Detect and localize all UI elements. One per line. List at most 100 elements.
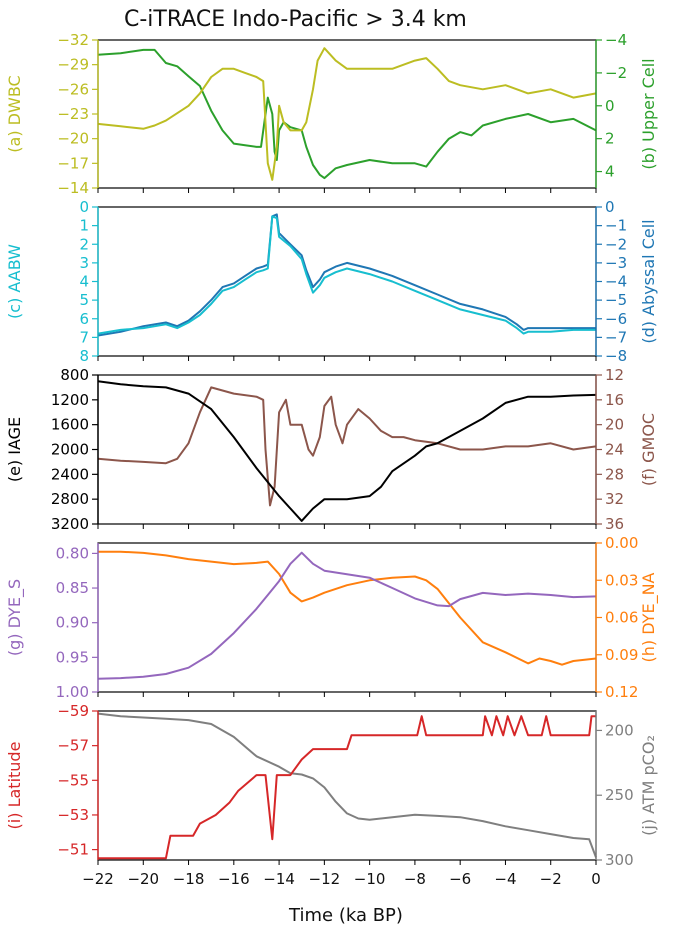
panel-frame: [97, 374, 597, 525]
left-tick-label: −20: [57, 130, 89, 148]
panel-frame: [97, 710, 597, 861]
right-series-line: [97, 213, 596, 337]
right-tick-label: −2: [605, 235, 627, 253]
right-tick-label: 0.00: [605, 534, 638, 552]
right-tick-label: 20: [605, 416, 624, 434]
right-series-line: [97, 48, 597, 180]
x-tick-label: −20: [127, 870, 159, 888]
x-tick-label: −8: [404, 870, 426, 888]
left-tick-label: −53: [57, 806, 89, 824]
x-tick-label: −16: [218, 870, 250, 888]
x-tick-label: −10: [354, 870, 386, 888]
left-series-line: [97, 215, 596, 335]
left-tick-label: 8: [79, 347, 89, 365]
left-tick-label: 2800: [51, 490, 89, 508]
right-tick-label: 32: [605, 490, 624, 508]
left-tick-label: 3: [79, 254, 89, 272]
panel-frame: [97, 206, 597, 357]
panel-5: −59 −57 −55 −53 −51 (i) Latitude 200 250 300 (j) …: [5, 702, 658, 888]
right-axis-label: (h) DYE_NA: [639, 572, 659, 662]
left-series-line: [98, 715, 596, 860]
x-tick-label: −22: [82, 870, 114, 888]
right-tick-label: −7: [605, 328, 627, 346]
left-tick-label: 1600: [51, 416, 89, 434]
right-tick-label: −2: [605, 64, 627, 82]
x-tick-label: −12: [309, 870, 341, 888]
left-tick-label: −23: [57, 105, 89, 123]
left-tick-label: 2000: [51, 441, 89, 459]
left-tick-label: 0: [79, 198, 89, 216]
right-tick-label: 0: [605, 97, 615, 115]
left-tick-label: 5: [79, 291, 89, 309]
right-axis-label: (d) Abyssal Cell: [639, 219, 658, 343]
panel-4: 0.80 0.85 0.90 0.95 1.00 (g) DYE_S 0.00 0.03 0.0…: [5, 534, 659, 701]
left-tick-label: −14: [57, 179, 89, 197]
left-axis-label: (e) IAGE: [5, 417, 24, 482]
left-tick-label: 4: [79, 273, 89, 291]
left-axis-label: (c) AABW: [5, 244, 24, 319]
x-axis-label: Time (ka BP): [288, 905, 403, 926]
panels: −32−29−26−23−20−17−14(a) DWBC−4−2024(b) …: [5, 31, 659, 888]
left-tick-label: 1200: [51, 391, 89, 409]
left-tick-label: 2: [79, 235, 89, 253]
right-tick-label: 28: [605, 465, 624, 483]
left-axis-label: (i) Latitude: [5, 742, 24, 830]
left-tick-label: −59: [57, 702, 89, 720]
left-tick-label: 6: [79, 310, 89, 328]
right-tick-label: −4: [605, 273, 627, 291]
x-tick-label: −14: [263, 870, 295, 888]
right-tick-label: −4: [605, 31, 627, 49]
right-tick-label: 36: [605, 515, 624, 533]
x-tick-label: 0: [591, 870, 601, 888]
x-tick-label: −18: [173, 870, 205, 888]
right-tick-label: −8: [605, 347, 627, 365]
left-tick-label: 1.00: [56, 683, 89, 701]
panel-3: 800 1200 1600 2000 2400 2800 3200 (e) IAGE 12 16 2…: [5, 366, 658, 533]
left-tick-label: 0.80: [56, 544, 89, 562]
x-tick-label: −6: [449, 870, 471, 888]
right-tick-label: 0: [605, 198, 615, 216]
right-tick-label: 0.06: [605, 609, 638, 627]
left-tick-label: 1: [79, 217, 89, 235]
right-tick-label: 24: [605, 441, 624, 459]
right-tick-label: 2: [605, 130, 615, 148]
x-tick-label: −4: [494, 870, 516, 888]
left-tick-label: −32: [57, 31, 89, 49]
right-axis-label: (j) ATM pCO₂: [639, 735, 658, 836]
right-tick-label: −6: [605, 310, 627, 328]
right-tick-label: 4: [605, 163, 615, 181]
left-series-line: [97, 551, 597, 680]
left-series-line: [97, 380, 597, 522]
right-tick-label: 250: [605, 786, 634, 804]
right-tick-label: −1: [605, 217, 627, 235]
right-tick-label: 0.09: [605, 646, 638, 664]
panel-frame: [97, 542, 597, 693]
right-tick-label: 12: [605, 366, 624, 384]
left-tick-label: 0.90: [56, 614, 89, 632]
left-tick-label: 7: [79, 328, 89, 346]
right-tick-label: 200: [605, 721, 634, 739]
left-tick-label: 3200: [51, 515, 89, 533]
right-axis-label: (b) Upper Cell: [639, 58, 658, 169]
right-axis-label: (f) GMOC: [639, 413, 658, 486]
chart-title: C-iTRACE Indo-Pacific > 3.4 km: [124, 7, 467, 32]
left-tick-label: −29: [57, 56, 89, 74]
right-series-line: [97, 386, 597, 507]
left-tick-label: 0.95: [56, 648, 89, 666]
left-tick-label: 800: [60, 366, 89, 384]
left-tick-label: −17: [57, 154, 89, 172]
right-tick-label: −5: [605, 291, 627, 309]
left-axis-label: (a) DWBC: [5, 75, 24, 152]
left-tick-label: −51: [57, 841, 89, 859]
left-tick-label: −57: [57, 737, 89, 755]
left-axis-label: (g) DYE_S: [5, 579, 25, 656]
left-series-line: [97, 47, 597, 181]
left-tick-label: −26: [57, 80, 89, 98]
left-tick-label: −55: [57, 771, 89, 789]
left-tick-label: 0.85: [56, 579, 89, 597]
right-series-line: [98, 550, 597, 666]
right-tick-label: 0.03: [605, 571, 638, 589]
right-series-line: [97, 712, 597, 858]
